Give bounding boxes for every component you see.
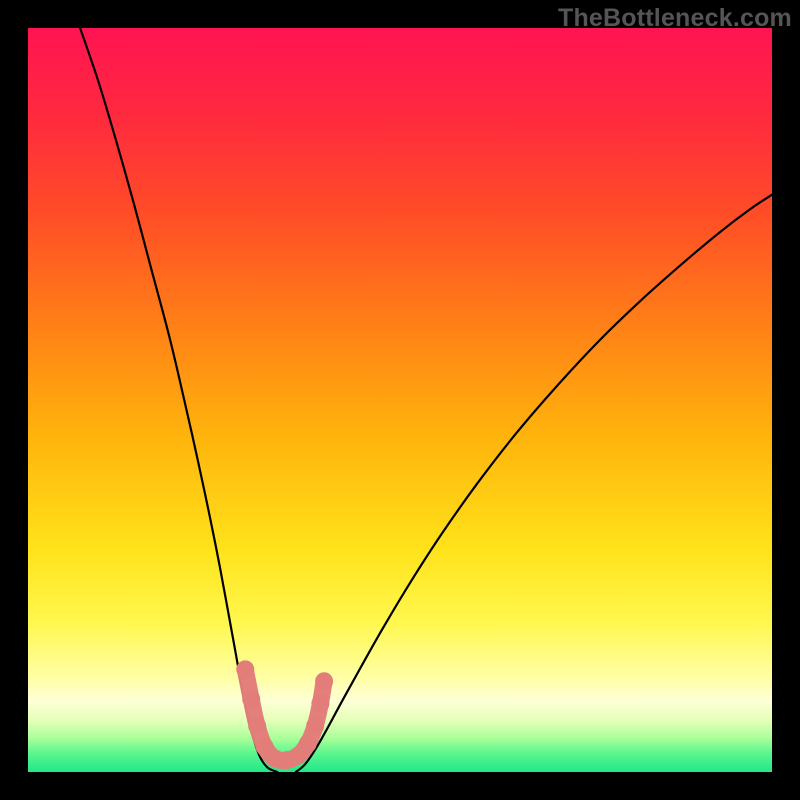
frame-left — [0, 0, 28, 800]
frame-right — [772, 0, 800, 800]
watermark-text: TheBottleneck.com — [558, 4, 792, 33]
gradient-background — [28, 28, 772, 772]
highlight-marker-dot — [236, 660, 254, 678]
highlight-marker-dot — [315, 672, 333, 690]
highlight-marker-dot — [306, 717, 324, 735]
highlight-marker-dot — [242, 690, 260, 708]
highlight-marker-dot — [299, 735, 317, 753]
highlight-marker-dot — [248, 717, 266, 735]
bottleneck-plot — [28, 28, 772, 772]
highlight-marker-dot — [311, 695, 329, 713]
frame-bottom — [0, 772, 800, 800]
